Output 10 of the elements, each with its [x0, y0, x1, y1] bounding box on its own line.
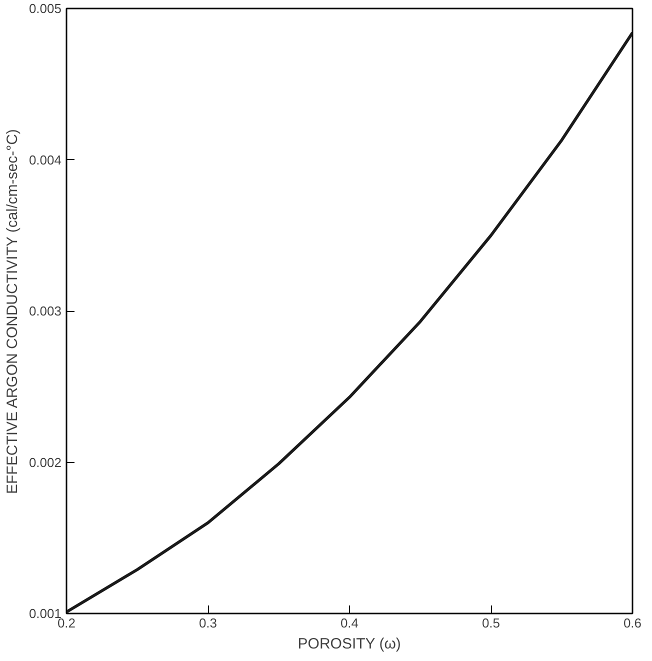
y-tick-label: 0.003 [28, 304, 62, 318]
y-tick-label: 0.002 [28, 454, 62, 470]
y-tick-label: 0.005 [28, 1, 62, 16]
x-tick-label: 0.6 [623, 616, 642, 630]
x-axis-title: POROSITY (ω) [298, 636, 401, 652]
y-tick-label: 0.004 [28, 152, 62, 168]
x-tick-label: 0.5 [482, 616, 500, 630]
y-axis-title: EFFECTIVE ARGON CONDUCTIVITY (cal/cm-sec-°C) [4, 129, 21, 494]
x-tick-label: 0.3 [198, 616, 218, 630]
x-tick-label: 0.4 [340, 616, 359, 630]
